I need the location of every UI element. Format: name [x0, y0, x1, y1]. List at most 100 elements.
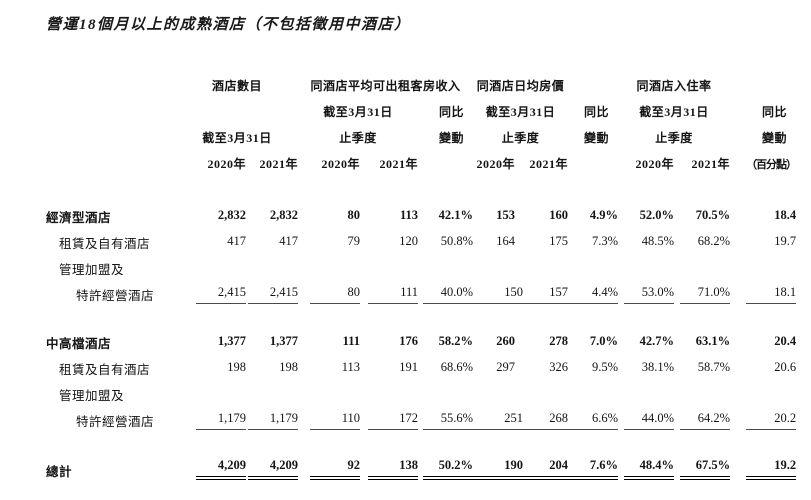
spacer-row — [46, 430, 796, 454]
value-cell: 20.4 — [730, 326, 796, 352]
cell-value: 175 — [549, 233, 569, 248]
value-cell: 417 — [176, 226, 246, 252]
value-cell: 4,209 — [246, 454, 299, 480]
cell-value: 80 — [310, 285, 361, 304]
cell-value: 2,832 — [217, 207, 246, 222]
header-yoy-occupancy: 同比 — [762, 104, 788, 119]
cell-value: 164 — [496, 233, 516, 248]
row-label: 中高檔酒店 — [46, 336, 112, 351]
value-cell: 4,209 — [176, 454, 246, 480]
cell-value: 172 — [368, 411, 419, 430]
header-quarter-adr: 止季度 — [501, 130, 540, 145]
cell-value: 204 — [518, 458, 569, 480]
header-empty-cell — [568, 68, 618, 94]
cell-value: 68.6% — [440, 359, 474, 374]
cell-value: 417 — [227, 233, 246, 248]
cell-value: 68.2% — [697, 233, 731, 248]
value-cell: 18.1 — [730, 278, 797, 304]
cell-value: 4.9% — [589, 207, 619, 222]
value-cell: 19.2 — [730, 454, 797, 480]
value-cell: 251 — [473, 404, 524, 430]
value-cell: 176 — [360, 326, 418, 352]
table-row: 特許經營酒店 1,179 1,179 110 172 55.6% 251 268 6.6% 44.… — [46, 404, 797, 430]
header-empty-cell — [46, 94, 176, 120]
value-cell: 70.5% — [674, 200, 730, 226]
header-row-quarter: 截至3月31日 止季度 變動 止季度 變動 止季度 變動 — [46, 120, 796, 146]
value-cell: 2,832 — [176, 200, 246, 226]
value-cell: 1,179 — [176, 404, 246, 430]
value-cell: 1,179 — [246, 404, 299, 430]
cell-value: 160 — [549, 207, 569, 222]
value-cell: 80 — [298, 278, 361, 304]
header-row-groups: 酒店數目 同酒店平均可出租客房收入 同酒店日均房價 同酒店入住率 — [46, 68, 796, 94]
value-cell: 20.6 — [730, 352, 796, 378]
cell-value: 18.1 — [746, 285, 797, 304]
header-empty-cell — [568, 146, 618, 172]
cell-value: 71.0% — [680, 285, 731, 304]
value-cell: 160 — [515, 200, 568, 226]
value-cell: 150 — [473, 278, 524, 304]
cell-value: 7.3% — [592, 233, 619, 248]
header-asof-occupancy: 截至3月31日 — [639, 104, 709, 119]
header-change-adr: 變動 — [584, 130, 610, 145]
value-cell: 2,832 — [246, 200, 298, 226]
value-cell: 52.0% — [618, 200, 674, 226]
value-cell: 113 — [360, 200, 418, 226]
header-row-asof: 截至3月31日 同比 截至3月31日 同比 截至3月31日 同比 — [46, 94, 796, 120]
table-header: 酒店數目 同酒店平均可出租客房收入 同酒店日均房價 同酒店入住率 截至3月31日… — [46, 68, 797, 200]
cell-value: 7.0% — [589, 333, 619, 348]
value-cell: 79 — [298, 226, 361, 252]
row-label: 經濟型酒店 — [46, 210, 112, 225]
header-yoy-adr: 同比 — [584, 104, 610, 119]
cell-value: 150 — [473, 285, 524, 304]
value-cell: 153 — [473, 200, 515, 226]
value-cell: 326 — [515, 352, 568, 378]
value-cell: 42.7% — [618, 326, 674, 352]
cell-value: 48.5% — [641, 233, 675, 248]
row-label: 總計 — [46, 464, 73, 479]
header-row-years: 2020年 2021年 2020年 2021年 2020年 2021年 2020… — [46, 146, 797, 172]
cell-value: 157 — [518, 285, 569, 304]
value-cell: 18.4 — [730, 200, 796, 226]
cell-value: 20.4 — [774, 333, 797, 348]
value-cell — [674, 252, 730, 278]
header-asof-revpar: 截至3月31日 — [323, 104, 393, 119]
header-empty-cell — [176, 94, 298, 120]
cell-value: 153 — [496, 207, 516, 222]
value-cell: 6.6% — [568, 404, 619, 430]
table-row: 中高檔酒店 1,377 1,377 111 176 58.2% 260 278 7.0% 42.7… — [46, 326, 796, 352]
row-label: 租賃及自有酒店 — [59, 236, 151, 251]
cell-value: 6.6% — [568, 411, 619, 430]
value-cell: 120 — [360, 226, 418, 252]
cell-value: 19.7 — [774, 233, 797, 248]
value-cell: 55.6% — [418, 404, 474, 430]
cell-value: 198 — [227, 359, 246, 374]
cell-value: 1,377 — [217, 333, 246, 348]
value-cell: 42.1% — [418, 200, 473, 226]
cell-value: 52.0% — [639, 207, 675, 222]
value-cell: 50.8% — [418, 226, 473, 252]
value-cell: 204 — [515, 454, 569, 480]
header-group-occupancy: 同酒店入住率 — [636, 78, 712, 93]
value-cell: 164 — [473, 226, 515, 252]
header-gap-row — [46, 172, 796, 200]
cell-value: 417 — [279, 233, 299, 248]
value-cell — [176, 252, 246, 278]
cell-value: 4.4% — [568, 285, 619, 304]
header-change-revpar: 變動 — [439, 130, 465, 145]
spacer-row — [46, 304, 796, 326]
value-cell: 53.0% — [618, 278, 675, 304]
cell-value: 53.0% — [624, 285, 675, 304]
cell-value: 198 — [279, 359, 299, 374]
value-cell: 268 — [515, 404, 569, 430]
value-cell — [568, 378, 618, 404]
report-page: 營運18個月以上的成熟酒店（不包括徵用中酒店） 酒店數目 同酒店平均可出租客房收… — [46, 17, 797, 480]
value-cell — [246, 378, 298, 404]
header-empty-cell — [46, 120, 176, 146]
value-cell: 9.5% — [568, 352, 618, 378]
value-cell: 198 — [246, 352, 298, 378]
table-row: 總計 4,209 4,209 92 138 50.2% 190 204 7.6% 48.4% 67.… — [46, 454, 797, 480]
table-row: 租賃及自有酒店 198 198 113 191 68.6% 297 326 9.5% 38.1% 5… — [46, 352, 796, 378]
value-cell: 190 — [473, 454, 524, 480]
value-cell: 40.0% — [418, 278, 474, 304]
